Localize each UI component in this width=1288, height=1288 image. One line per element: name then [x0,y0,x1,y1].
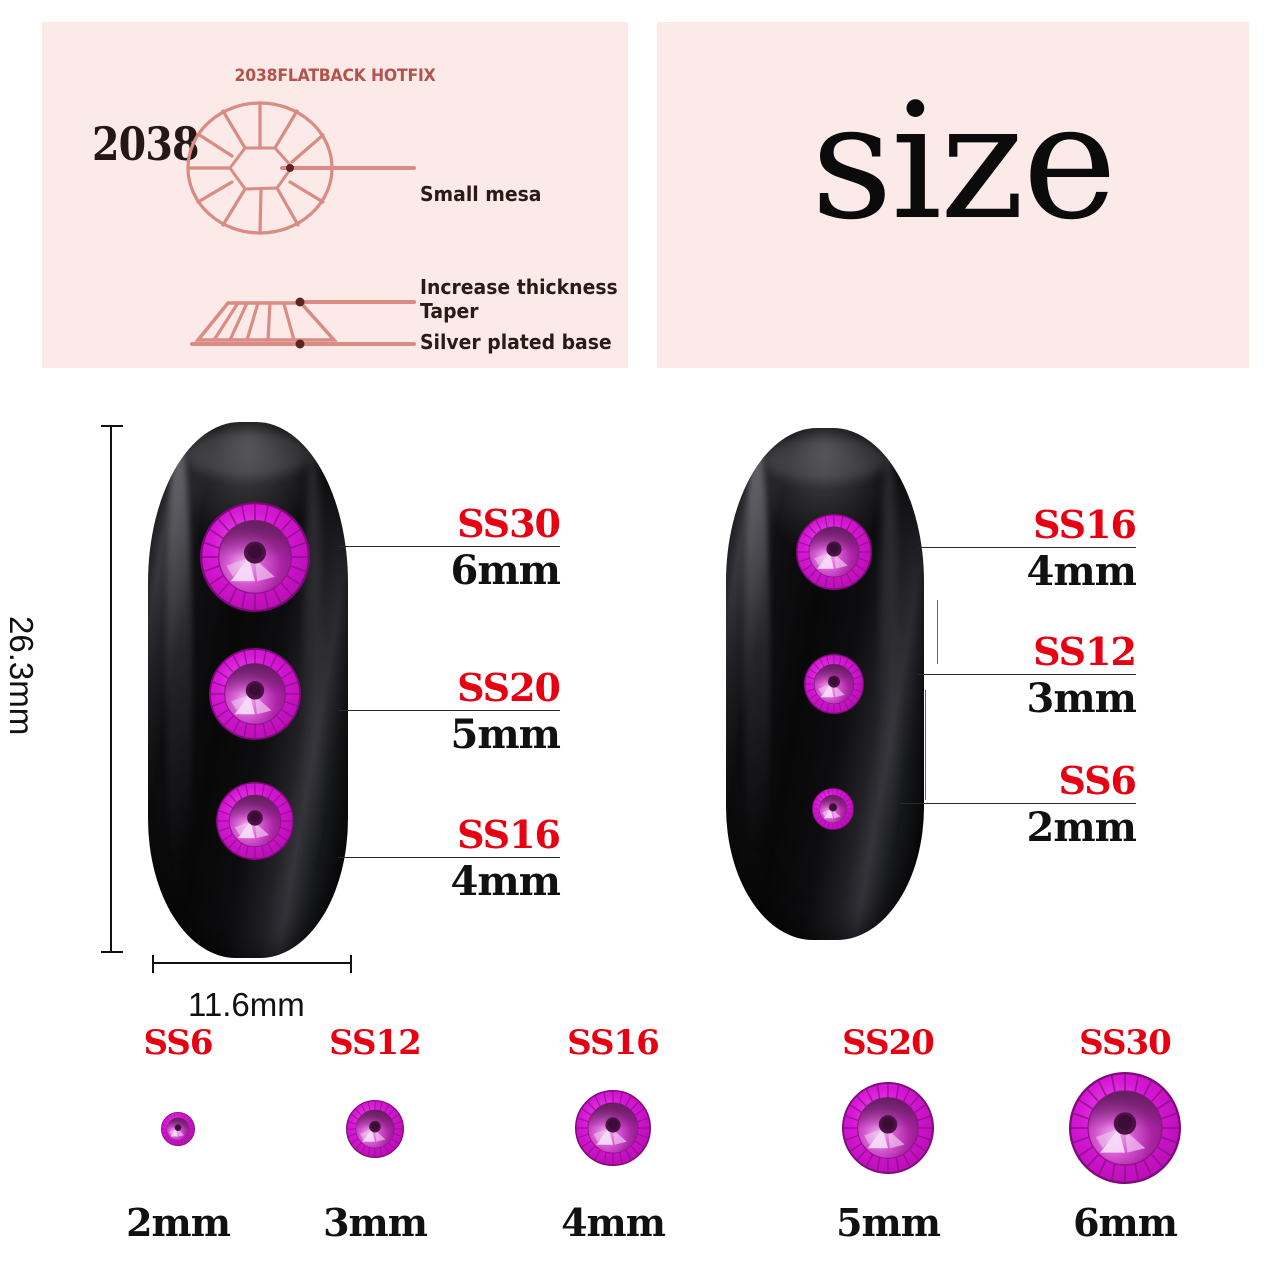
nail-gloss-top [184,430,312,479]
rhinestone-ss16-right [796,514,872,590]
size-heading: size [810,68,1117,255]
callout-ss30-label: SS30 [457,501,561,546]
leader-connector-lower [925,690,926,800]
callout-ss6-label: SS6 [1058,758,1137,803]
callout-ss12-label: SS12 [1033,629,1137,674]
nail-gloss-secondary [880,448,899,889]
nail-gloss-highlight [166,432,192,926]
callout-ss12-size: 3mm [1026,675,1137,722]
size-swatch-ss12-size: 3mm [323,1200,428,1245]
size-swatch-ss12-label: SS12 [329,1023,422,1063]
size-swatch-ss20: SS20 5mm [798,1026,978,1242]
left-nail-illustration [148,422,348,958]
size-swatch-ss16-stone [575,1090,651,1166]
label-increase-thickness: Increase thickness [420,275,618,299]
product-code-2038: 2038 [92,117,200,171]
callout-ss20-label: SS20 [457,665,561,710]
callout-ss16-right-size: 4mm [1026,548,1137,595]
callout-ss16-left-label: SS16 [457,812,561,857]
size-swatch-ss12-stone [346,1100,404,1158]
size-swatch-ss16-label: SS16 [567,1023,660,1063]
leader-connector-upper [937,600,938,664]
right-nail-illustration [726,428,924,940]
leader-line-ss16-right [918,547,1136,548]
leader-line-ss20 [338,710,560,711]
leader-line-ss16-left [338,857,560,858]
callout-ss6-size: 2mm [1026,804,1137,851]
rhinestone-ss12-right [804,654,864,714]
size-swatch-ss6-label: SS6 [143,1023,213,1063]
size-swatch-ss6: SS6 2mm [88,1026,268,1242]
label-silver-plated-base: Silver plated base [420,330,612,354]
product-structure-panel: 2038FLATBACK HOTFIX 2038 [42,22,628,368]
callout-ss20-size: 5mm [450,711,561,758]
leader-line-ss30 [338,546,560,547]
nail-width-value: 11.6mm [188,986,305,1023]
size-heading-panel: size [657,22,1249,368]
size-swatch-ss20-size: 5mm [836,1200,941,1245]
size-swatch-ss12: SS12 3mm [285,1026,465,1242]
leader-line-ss12 [918,674,1136,675]
callout-ss16-left-size: 4mm [450,858,561,905]
nail-height-value: 26.3mm [3,616,40,736]
leader-line-ss6 [900,803,1136,804]
rhinestone-ss6-right [812,788,854,830]
size-swatch-ss6-size: 2mm [126,1200,231,1245]
size-swatch-ss30: SS30 6mm [1035,1026,1215,1242]
callout-ss16-right-label: SS16 [1033,502,1137,547]
size-swatch-ss6-stone [161,1112,195,1146]
rhinestone-ss30 [200,502,310,612]
size-swatch-ss30-label: SS30 [1079,1023,1172,1063]
label-taper: Taper [420,299,479,323]
label-small-mesa: Small mesa [420,182,542,206]
size-swatch-ss30-stone [1069,1072,1181,1184]
size-swatch-ss20-stone [842,1082,934,1174]
nail-gloss-top [761,435,889,482]
callout-ss30-size: 6mm [450,547,561,594]
size-swatch-ss30-size: 6mm [1073,1200,1178,1245]
nail-height-dimension-line [101,425,123,953]
size-swatch-ss16-size: 4mm [561,1200,666,1245]
nail-width-dimension-line [152,955,352,973]
rhinestone-ss16 [216,782,294,860]
size-swatch-ss20-label: SS20 [842,1023,935,1063]
panel-title: 2038FLATBACK HOTFIX [234,66,436,86]
rhinestone-ss20 [209,648,301,740]
size-swatch-ss16: SS16 4mm [523,1026,703,1242]
nail-gloss-highlight [743,438,770,910]
